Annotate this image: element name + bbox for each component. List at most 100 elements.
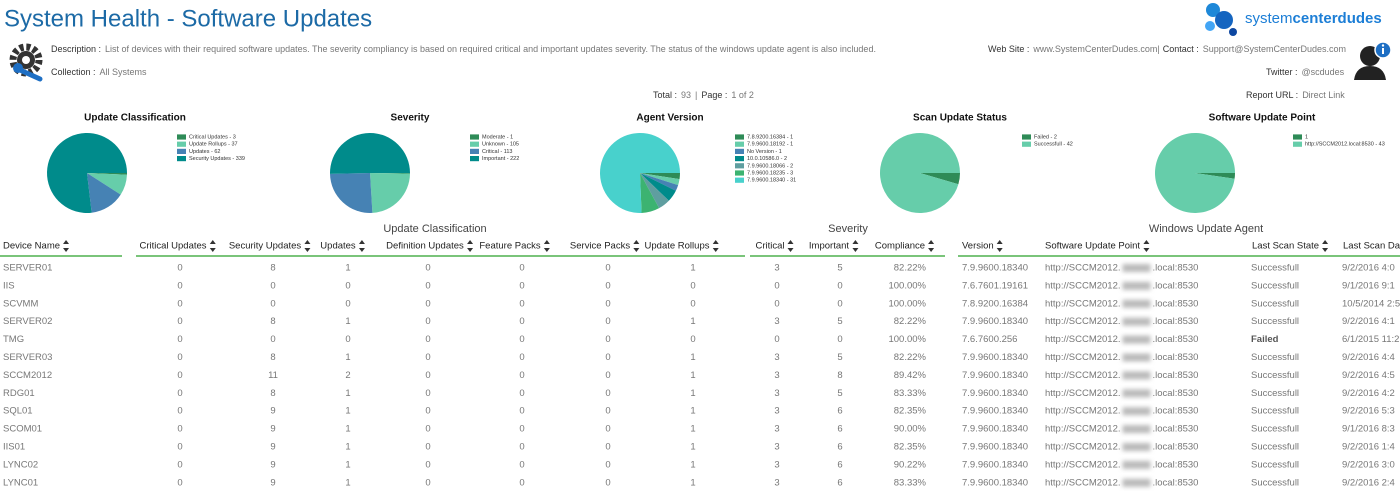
- table-cell: 0: [774, 280, 779, 291]
- sort-icon[interactable]: [852, 240, 859, 252]
- table-cell: 8: [270, 352, 275, 363]
- table-cell: http://SCCM2012.: [1045, 406, 1121, 417]
- table-cell: 6: [837, 406, 842, 417]
- table-cell: 0: [177, 459, 182, 470]
- table-cell: 0: [345, 280, 350, 291]
- sort-icon[interactable]: [996, 240, 1003, 252]
- table-cell: 9/2/2016 4:2: [1342, 388, 1395, 399]
- pie-slice: [640, 173, 676, 201]
- table-cell: 0: [519, 334, 524, 345]
- column-header: Updates: [320, 241, 356, 252]
- settings-icon: [9, 43, 43, 82]
- redacted: [1122, 299, 1151, 308]
- paging: Total : 93 | Page : 1 of 2: [653, 90, 754, 100]
- table-cell: IIS: [3, 280, 15, 291]
- collection-label: Collection :: [51, 67, 96, 77]
- table-cell: 9/1/2016 9:1: [1342, 280, 1395, 291]
- table-cell: 9/2/2016 4:0: [1342, 263, 1395, 274]
- table-cell: LYNC01: [3, 477, 38, 488]
- logo: systemcenterdudes: [1205, 3, 1382, 36]
- chart-title: Agent Version: [636, 113, 703, 124]
- contact-info: Web Site : www.SystemCenterDudes.com| Cont…: [988, 44, 1346, 54]
- table-cell: 6: [837, 477, 842, 488]
- column-header: Security Updates: [229, 241, 302, 252]
- table-cell: 82.22%: [894, 263, 927, 274]
- sort-icon[interactable]: [358, 240, 365, 252]
- pie-slice: [879, 133, 960, 214]
- table-cell: 9/2/2016 2:4: [1342, 477, 1395, 488]
- sort-icon[interactable]: [467, 240, 474, 252]
- table-cell: 0: [425, 316, 430, 327]
- table-cell: RDG01: [3, 388, 35, 399]
- legend-label: Security Updates - 339: [189, 156, 245, 162]
- pie-slice: [640, 173, 679, 191]
- sort-icon[interactable]: [633, 240, 640, 252]
- table-cell: 9/2/2016 5:3: [1342, 406, 1395, 417]
- table-cell: 0: [177, 477, 182, 488]
- sort-icon[interactable]: [543, 240, 550, 252]
- table-cell: 82.22%: [894, 352, 927, 363]
- table-cell: 8: [270, 263, 275, 274]
- legend-label: Moderate - 1: [482, 134, 513, 140]
- table-cell: 1: [690, 477, 695, 488]
- table-cell: SCOM01: [3, 424, 42, 435]
- website[interactable]: www.SystemCenterDudes.com|: [1032, 44, 1159, 54]
- table-cell: .local:8530: [1153, 334, 1199, 345]
- sort-icon[interactable]: [1143, 240, 1150, 252]
- table-cell: 5: [837, 316, 842, 327]
- table-cell: Successfull: [1251, 477, 1299, 488]
- table-cell: 11: [268, 370, 278, 381]
- table-cell: 83.33%: [894, 477, 927, 488]
- table-cell: 0: [519, 352, 524, 363]
- sort-icon[interactable]: [928, 240, 935, 252]
- legend-label: 7.9.9600.18235 - 3: [747, 170, 793, 176]
- table-cell: 7.9.9600.18340: [962, 316, 1028, 327]
- legend-label: 7.9.9600.18340 - 31: [747, 178, 796, 184]
- table-cell: 1: [690, 263, 695, 274]
- table-cell: 0: [519, 442, 524, 453]
- table-cell: 0: [425, 298, 430, 309]
- table-cell: 0: [605, 352, 610, 363]
- table-cell: 1: [690, 442, 695, 453]
- report-url-link[interactable]: Direct Link: [1302, 90, 1345, 100]
- column-header: Device Name: [3, 241, 60, 252]
- sort-icon[interactable]: [209, 240, 216, 252]
- table-cell: 6/1/2015 11:2: [1342, 334, 1399, 345]
- table-cell: 82.35%: [894, 406, 927, 417]
- table-cell: 9: [270, 406, 275, 417]
- sort-icon[interactable]: [1322, 240, 1329, 252]
- table-cell: .local:8530: [1153, 298, 1199, 309]
- table-cell: 9/2/2016 4:1: [1342, 316, 1395, 327]
- table-cell: .local:8530: [1153, 459, 1199, 470]
- table-cell: 100.00%: [888, 334, 926, 345]
- table-cell: 0: [605, 459, 610, 470]
- legend-swatch: [735, 163, 744, 169]
- table-cell: 7.8.9200.16384: [962, 298, 1028, 309]
- table-cell: 0: [425, 352, 430, 363]
- pie-slice: [920, 173, 960, 185]
- table-cell: 9: [270, 459, 275, 470]
- redacted: [1122, 407, 1151, 416]
- column-header: Last Scan Dat: [1343, 241, 1400, 252]
- legend-label: Update Rollups - 37: [189, 142, 238, 148]
- table-cell: 0: [177, 370, 182, 381]
- sort-icon[interactable]: [787, 240, 794, 252]
- column-header: Critical Updates: [139, 241, 206, 252]
- logo-text: center: [1293, 10, 1338, 27]
- description-label: Description :: [51, 44, 101, 54]
- column-header: Last Scan State: [1252, 241, 1319, 252]
- table-cell: http://SCCM2012.: [1045, 370, 1121, 381]
- table-cell: 0: [270, 334, 275, 345]
- twitter-handle[interactable]: @scdudes: [1302, 67, 1345, 77]
- redacted: [1122, 478, 1151, 487]
- column-header: Service Packs: [570, 241, 630, 252]
- contact[interactable]: Support@SystemCenterDudes.com: [1203, 44, 1346, 54]
- sort-icon[interactable]: [63, 240, 70, 252]
- sort-icon[interactable]: [304, 240, 311, 252]
- sort-icon[interactable]: [712, 240, 719, 252]
- table-cell: 1: [690, 459, 695, 470]
- table-cell: 3: [774, 459, 779, 470]
- table-cell: 100.00%: [888, 280, 926, 291]
- table-cell: .local:8530: [1153, 388, 1199, 399]
- table-cell: 0: [519, 298, 524, 309]
